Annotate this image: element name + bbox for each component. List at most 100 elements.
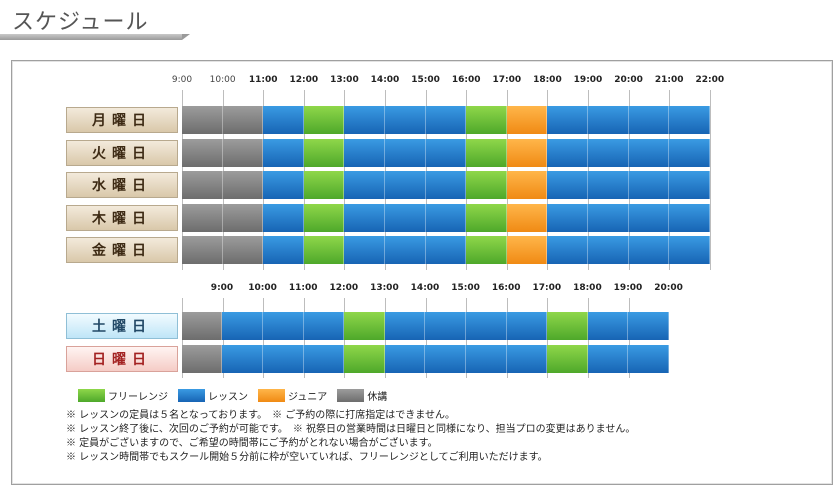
slot-lesson — [425, 312, 466, 340]
time-label: 13:00 — [330, 75, 359, 85]
slot-rest — [182, 344, 222, 373]
time-label: 16:00 — [451, 75, 481, 85]
slot-lesson — [669, 106, 710, 134]
slot-junior — [506, 203, 548, 232]
legend-item-free: フリーレンジ — [78, 388, 168, 403]
slot-lesson — [588, 106, 629, 134]
slot-junior — [506, 138, 548, 167]
slot-lesson — [385, 171, 426, 199]
slot-rest — [222, 171, 264, 199]
slot-lesson — [628, 344, 669, 373]
slot-lesson — [385, 203, 426, 232]
slot-junior — [506, 106, 548, 134]
slot-rest — [222, 106, 264, 134]
time-label: 18:00 — [573, 283, 602, 293]
slot-lesson — [263, 236, 304, 264]
slot-free — [466, 236, 507, 264]
slot-lesson — [669, 171, 710, 199]
day-label: 月曜日 — [66, 107, 178, 133]
time-label: 22:00 — [695, 75, 725, 85]
slot-lesson — [588, 203, 629, 232]
slot-lesson — [222, 312, 263, 340]
legend-label: フリーレンジ — [108, 392, 168, 403]
time-label: 12:00 — [329, 283, 359, 293]
slot-rest — [222, 138, 264, 167]
slot-lesson — [466, 312, 507, 340]
time-label: 15:00 — [411, 75, 440, 85]
slot-free — [344, 344, 385, 373]
slot-lesson — [385, 344, 425, 373]
slot-lesson — [304, 344, 344, 373]
slot-lesson — [385, 236, 426, 264]
slot-lesson — [425, 236, 467, 264]
time-label: 20:00 — [654, 283, 683, 293]
slot-rest — [182, 106, 223, 134]
legend-label: ジュニア — [288, 392, 328, 403]
slot-lesson — [669, 138, 710, 167]
slot-rest — [182, 203, 223, 232]
slot-lesson — [547, 138, 588, 167]
time-label: 17:00 — [492, 75, 522, 85]
slot-lesson — [669, 203, 710, 232]
slot-rest — [182, 138, 223, 167]
time-label: 11:00 — [248, 75, 278, 85]
legend-swatch — [78, 389, 105, 402]
slot-junior — [506, 236, 548, 264]
slot-lesson — [344, 203, 385, 232]
day-label: 火曜日 — [66, 139, 178, 166]
slot-free — [344, 312, 385, 340]
slot-lesson — [385, 138, 426, 167]
title-underline — [0, 34, 190, 40]
time-label: 17:00 — [532, 283, 562, 293]
legend-item-lesson: レッスン — [178, 388, 248, 403]
time-label: 10:00 — [209, 75, 236, 85]
legend-label: 休講 — [367, 392, 388, 403]
note-line: ※ レッスンの定員は５名となっております。 ※ ご予約の際に打席指定はできません… — [66, 410, 455, 421]
slot-lesson — [547, 171, 588, 199]
legend-swatch — [258, 389, 285, 402]
slot-lesson — [425, 106, 467, 134]
slot-free — [547, 312, 588, 340]
slot-lesson — [628, 106, 670, 134]
slot-lesson — [304, 312, 344, 340]
time-label: 9:00 — [210, 283, 234, 293]
slot-lesson — [507, 344, 547, 373]
time-label: 13:00 — [370, 283, 399, 293]
day-label: 水曜日 — [66, 172, 178, 198]
day-label: 土曜日 — [66, 313, 178, 339]
slot-lesson — [628, 171, 670, 199]
time-label: 19:00 — [613, 283, 643, 293]
slot-lesson — [547, 106, 588, 134]
page-title: スケジュール — [12, 10, 149, 35]
time-label: 14:00 — [410, 283, 440, 293]
slot-free — [547, 344, 588, 373]
time-label: 15:00 — [451, 283, 480, 293]
slot-lesson — [466, 344, 507, 373]
time-label: 14:00 — [370, 75, 400, 85]
note-line: ※ 定員がございますので、ご希望の時間帯にご予約がとれない場合がございます。 — [66, 438, 438, 449]
slot-rest — [182, 236, 223, 264]
day-label: 金曜日 — [66, 237, 178, 263]
slot-lesson — [385, 106, 426, 134]
slot-lesson — [385, 312, 425, 340]
slot-lesson — [344, 106, 385, 134]
slot-lesson — [547, 236, 588, 264]
slot-lesson — [425, 171, 467, 199]
time-label: 10:00 — [248, 283, 277, 293]
slot-lesson — [547, 203, 588, 232]
legend-item-junior: ジュニア — [258, 388, 327, 403]
slot-lesson — [669, 236, 710, 264]
slot-free — [303, 138, 345, 167]
slot-lesson — [425, 344, 466, 373]
slot-free — [303, 236, 345, 264]
slot-lesson — [628, 138, 670, 167]
legend: フリーレンジ レッスン ジュニア 休講 — [78, 388, 397, 403]
time-label: 20:00 — [614, 75, 643, 85]
legend-swatch — [337, 389, 365, 402]
slot-rest — [182, 312, 222, 340]
time-label: 21:00 — [654, 75, 684, 85]
legend-swatch — [178, 389, 205, 402]
slot-free — [303, 171, 345, 199]
note-line: ※ レッスン時間帯でもスクール開始５分前に枠が空いていれば、フリーレンジとしてご… — [66, 452, 548, 463]
time-label: 16:00 — [491, 283, 521, 293]
